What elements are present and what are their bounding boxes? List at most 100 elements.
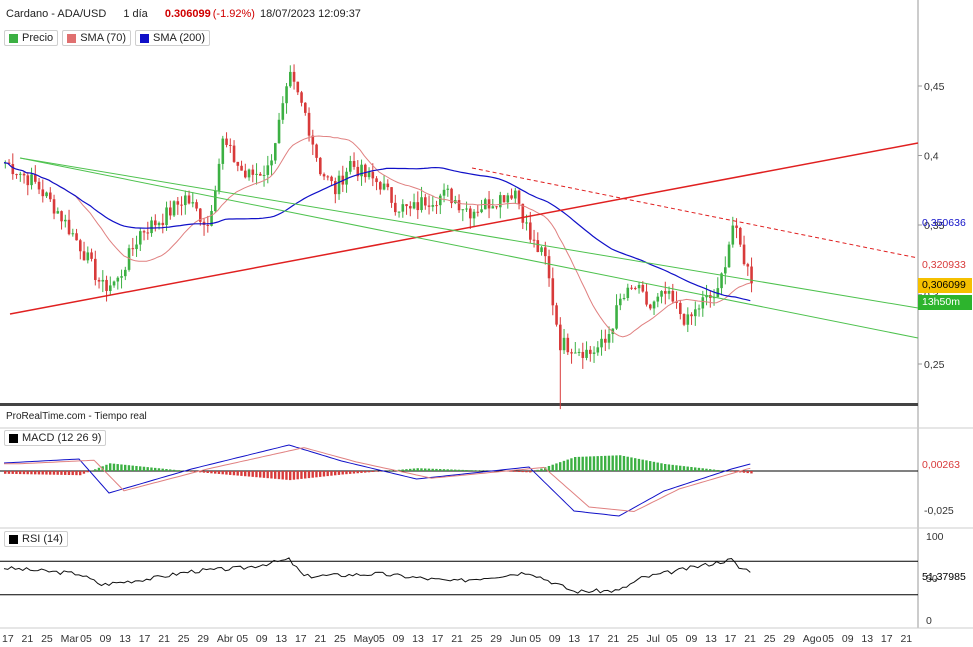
macd-histogram-bar bbox=[176, 470, 179, 471]
macd-histogram-bar bbox=[716, 469, 719, 471]
time-tick-label: 21 bbox=[900, 633, 912, 645]
macd-histogram-bar bbox=[34, 471, 37, 475]
candle-body bbox=[619, 298, 622, 306]
macd-histogram-bar bbox=[292, 471, 296, 480]
macd-histogram-bar bbox=[270, 471, 273, 479]
candle-body bbox=[206, 224, 210, 226]
macd-histogram-bar bbox=[135, 465, 138, 471]
legend-sma200[interactable]: SMA (200) bbox=[135, 30, 211, 46]
macd-histogram-bar bbox=[124, 464, 127, 471]
macd-histogram-bar bbox=[439, 469, 442, 471]
candle-body bbox=[214, 190, 217, 211]
candle-body bbox=[112, 281, 116, 286]
candle-body bbox=[589, 349, 592, 354]
rsi-tick-label: 0 bbox=[926, 615, 932, 627]
candle-body bbox=[131, 248, 135, 250]
candle-body bbox=[450, 188, 453, 204]
time-tick-label: 21 bbox=[744, 633, 756, 645]
candle-body bbox=[739, 227, 742, 245]
time-tick-label: 13 bbox=[412, 633, 424, 645]
candle-body bbox=[622, 297, 626, 299]
time-tick-label: 17 bbox=[881, 633, 893, 645]
macd-histogram-bar bbox=[622, 455, 626, 471]
macd-histogram-bar bbox=[146, 467, 149, 471]
macd-histogram-bar bbox=[45, 471, 48, 475]
candle-body bbox=[221, 138, 225, 164]
candle-body bbox=[11, 164, 15, 175]
macd-label[interactable]: MACD (12 26 9) bbox=[4, 430, 107, 446]
candle-body bbox=[345, 171, 348, 185]
candle-body bbox=[315, 144, 318, 158]
macd-histogram-bar bbox=[652, 461, 656, 471]
macd-histogram-bar bbox=[525, 471, 528, 473]
legend-price[interactable]: Precio bbox=[4, 30, 59, 46]
legend-sma70[interactable]: SMA (70) bbox=[62, 30, 132, 46]
timeframe[interactable]: 1 día bbox=[123, 8, 148, 20]
macd-histogram-bar bbox=[521, 471, 524, 473]
candle-body bbox=[169, 207, 172, 216]
source-note: ProRealTime.com - Tiempo real bbox=[6, 411, 147, 422]
candle-body bbox=[701, 297, 705, 309]
candle-body bbox=[217, 163, 221, 191]
candle-body bbox=[386, 183, 390, 188]
macd-histogram-bar bbox=[315, 471, 318, 478]
candle-body bbox=[157, 222, 161, 226]
macd-histogram-bar bbox=[37, 471, 41, 475]
candle-body bbox=[727, 244, 731, 268]
macd-histogram-bar bbox=[664, 464, 667, 471]
candle-body bbox=[105, 279, 108, 291]
macd-histogram-bar bbox=[431, 468, 434, 471]
time-tick-label: 25 bbox=[764, 633, 776, 645]
candle-body bbox=[529, 222, 532, 240]
macd-line bbox=[3, 444, 751, 517]
macd-histogram-bar bbox=[457, 469, 461, 471]
macd-histogram-bar bbox=[577, 456, 581, 471]
candle-body bbox=[135, 244, 138, 250]
rsi-label[interactable]: RSI (14) bbox=[4, 531, 68, 547]
sma70-line bbox=[3, 135, 751, 338]
time-tick-label: 17 bbox=[295, 633, 307, 645]
macd-histogram-bar bbox=[22, 471, 26, 475]
candle-body bbox=[626, 287, 630, 298]
time-tick-label: 05 bbox=[822, 633, 834, 645]
macd-histogram-bar bbox=[105, 464, 108, 471]
macd-histogram-bar bbox=[750, 471, 753, 474]
candle-body bbox=[199, 208, 202, 222]
time-tick-label: 17 bbox=[588, 633, 600, 645]
macd-histogram-bar bbox=[450, 469, 453, 471]
macd-histogram-bar bbox=[109, 463, 112, 471]
macd-histogram-bar bbox=[465, 470, 468, 471]
candle-body bbox=[356, 166, 360, 177]
candle-body bbox=[266, 165, 270, 175]
candle-body bbox=[514, 190, 517, 199]
macd-histogram-bar bbox=[116, 464, 119, 471]
candle-body bbox=[37, 181, 41, 190]
candle-body bbox=[161, 222, 165, 226]
macd-histogram-bar bbox=[476, 470, 479, 471]
candle-body bbox=[536, 240, 540, 253]
candle-body bbox=[480, 209, 483, 213]
macd-histogram-bar bbox=[660, 463, 663, 471]
macd-histogram-bar bbox=[157, 468, 161, 471]
macd-swatch-icon bbox=[9, 433, 18, 443]
candle-body bbox=[187, 195, 191, 204]
candle-body bbox=[349, 161, 352, 172]
candle-body bbox=[551, 278, 555, 306]
candle-body bbox=[319, 157, 322, 175]
candle-body bbox=[307, 112, 311, 136]
macd-histogram-bar bbox=[322, 471, 326, 477]
candle-body bbox=[165, 207, 168, 226]
macd-histogram-bar bbox=[401, 469, 404, 471]
macd-histogram-bar bbox=[592, 456, 596, 471]
time-tick-label: 13 bbox=[705, 633, 717, 645]
time-tick-label: 13 bbox=[119, 633, 131, 645]
candle-body bbox=[120, 276, 123, 278]
resistance-trendline bbox=[471, 167, 919, 259]
candle-body bbox=[259, 173, 262, 176]
candle-body bbox=[281, 103, 285, 120]
macd-histogram-bar bbox=[285, 471, 288, 480]
candle-body bbox=[367, 171, 371, 178]
time-tick-label: 09 bbox=[549, 633, 561, 645]
macd-histogram-bar bbox=[416, 468, 419, 471]
